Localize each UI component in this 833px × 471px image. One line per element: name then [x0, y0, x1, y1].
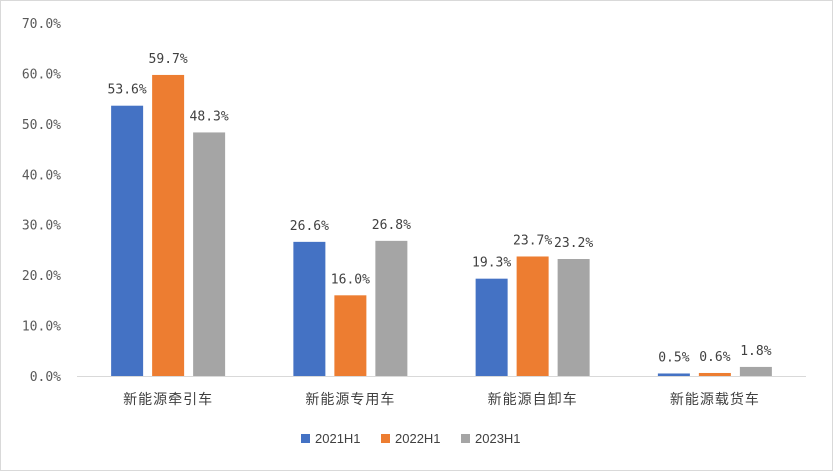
data-label: 1.8%	[740, 344, 771, 359]
legend-swatch	[461, 434, 470, 443]
y-axis-ticks: 0.0% 10.0% 20.0% 30.0% 40.0% 50.0% 60.0% 70.0%	[22, 17, 61, 385]
data-label: 0.6%	[699, 350, 730, 365]
bar	[334, 295, 367, 376]
legend: 2021H1 2022H1 2023H1	[301, 431, 521, 446]
y-tick-label: 50.0%	[22, 118, 61, 133]
y-tick-label: 60.0%	[22, 67, 61, 82]
category-label: 新能源专用车	[305, 391, 395, 408]
bar	[698, 372, 731, 376]
data-label: 0.5%	[658, 350, 689, 365]
bar	[293, 241, 326, 376]
bar	[111, 105, 144, 377]
bar	[516, 256, 549, 376]
data-labels-group: 53.6% 59.7% 48.3% 26.6% 16.0% 26.8% 19.3%23.7%…	[108, 52, 772, 366]
legend-label: 2021H1	[315, 431, 361, 446]
data-label: 53.6%	[108, 83, 147, 98]
category-label: 新能源牵引车	[123, 391, 213, 408]
data-label: 26.8%	[372, 218, 411, 233]
bar	[657, 373, 690, 376]
data-label: 16.0%	[331, 272, 370, 287]
legend-swatch	[381, 434, 390, 443]
data-label: 23.2%	[554, 236, 593, 251]
data-label: 19.3%	[472, 256, 511, 271]
legend-label: 2023H1	[475, 431, 521, 446]
category-labels-group: 新能源牵引车 新能源专用车 新能源自卸车 新能源载货车	[123, 391, 760, 408]
bar	[152, 74, 185, 376]
data-label: 23.7%	[513, 233, 552, 248]
bar	[475, 278, 508, 376]
category-label: 新能源自卸车	[488, 391, 578, 408]
bar	[557, 259, 590, 376]
data-label: 26.6%	[290, 219, 329, 234]
bar	[193, 132, 226, 376]
bars-group	[111, 74, 772, 377]
bar	[739, 366, 772, 376]
y-tick-label: 30.0%	[22, 219, 61, 234]
y-tick-label: 10.0%	[22, 320, 61, 335]
bar	[375, 240, 408, 376]
data-label: 48.3%	[190, 109, 229, 124]
y-tick-label: 20.0%	[22, 269, 61, 284]
legend-swatch	[301, 434, 310, 443]
legend-label: 2022H1	[395, 431, 441, 446]
y-tick-label: 70.0%	[22, 17, 61, 32]
y-tick-label: 40.0%	[22, 168, 61, 183]
data-label: 59.7%	[149, 52, 188, 67]
category-label: 新能源载货车	[670, 391, 760, 408]
y-tick-label: 0.0%	[30, 370, 61, 385]
